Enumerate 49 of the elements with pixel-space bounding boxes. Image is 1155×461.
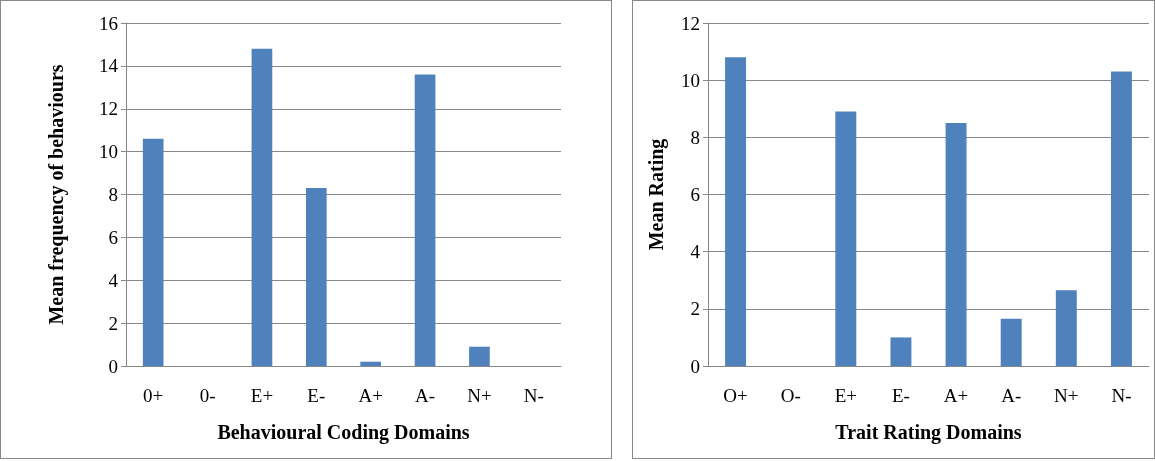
x-tick-label: A- xyxy=(1001,385,1022,406)
y-axis-title: Mean frequency of behaviours xyxy=(45,64,68,325)
y-tick-label: 8 xyxy=(690,126,700,148)
x-tick-label: 0- xyxy=(199,385,216,406)
bar xyxy=(945,123,967,366)
y-tick-label: 16 xyxy=(99,12,118,34)
bar xyxy=(360,361,382,366)
x-tick-label: A+ xyxy=(358,385,383,406)
y-tick-label: 8 xyxy=(108,184,118,205)
x-tick-label: A- xyxy=(415,385,436,406)
bar xyxy=(251,48,273,366)
y-tick-label: 2 xyxy=(690,298,700,320)
y-tick-label: 2 xyxy=(108,312,118,334)
x-tick-label: N- xyxy=(523,385,544,406)
x-tick-label: N+ xyxy=(1054,385,1079,406)
bar xyxy=(1000,318,1022,366)
y-tick-label: 12 xyxy=(681,12,700,34)
y-tick-label: 10 xyxy=(681,69,700,91)
x-axis-title: Behavioural Coding Domains xyxy=(217,421,470,444)
bar xyxy=(1055,290,1077,366)
y-tick-label: 4 xyxy=(108,269,119,291)
bar xyxy=(142,138,164,366)
y-tick-label: 12 xyxy=(99,98,118,120)
y-tick-label: 6 xyxy=(690,184,700,205)
x-axis-title: Trait Rating Domains xyxy=(835,421,1022,444)
bar xyxy=(414,74,436,366)
bar xyxy=(305,188,327,366)
y-tick-label: 10 xyxy=(99,141,118,163)
x-tick-label: E- xyxy=(307,385,326,406)
y-axis-title: Mean Rating xyxy=(645,138,668,251)
y-tick-label: 14 xyxy=(99,55,119,77)
x-tick-label: N+ xyxy=(467,385,492,406)
y-tick-label: 4 xyxy=(690,241,701,263)
bar xyxy=(835,111,857,366)
y-tick-label: 0 xyxy=(690,355,700,377)
x-tick-label: E+ xyxy=(250,385,274,406)
x-tick-label: N- xyxy=(1111,385,1132,406)
x-tick-label: O- xyxy=(780,385,801,406)
y-tick-label: 0 xyxy=(108,355,118,377)
bar xyxy=(1110,71,1132,366)
bar xyxy=(469,346,490,366)
x-tick-label: E+ xyxy=(834,385,857,406)
y-tick-label: 6 xyxy=(108,226,118,248)
x-tick-label: E- xyxy=(891,385,910,406)
x-tick-label: O+ xyxy=(723,385,748,406)
x-tick-label: A+ xyxy=(943,385,969,406)
bar xyxy=(890,337,912,366)
bar xyxy=(725,57,747,366)
x-tick-label: 0+ xyxy=(143,385,164,406)
